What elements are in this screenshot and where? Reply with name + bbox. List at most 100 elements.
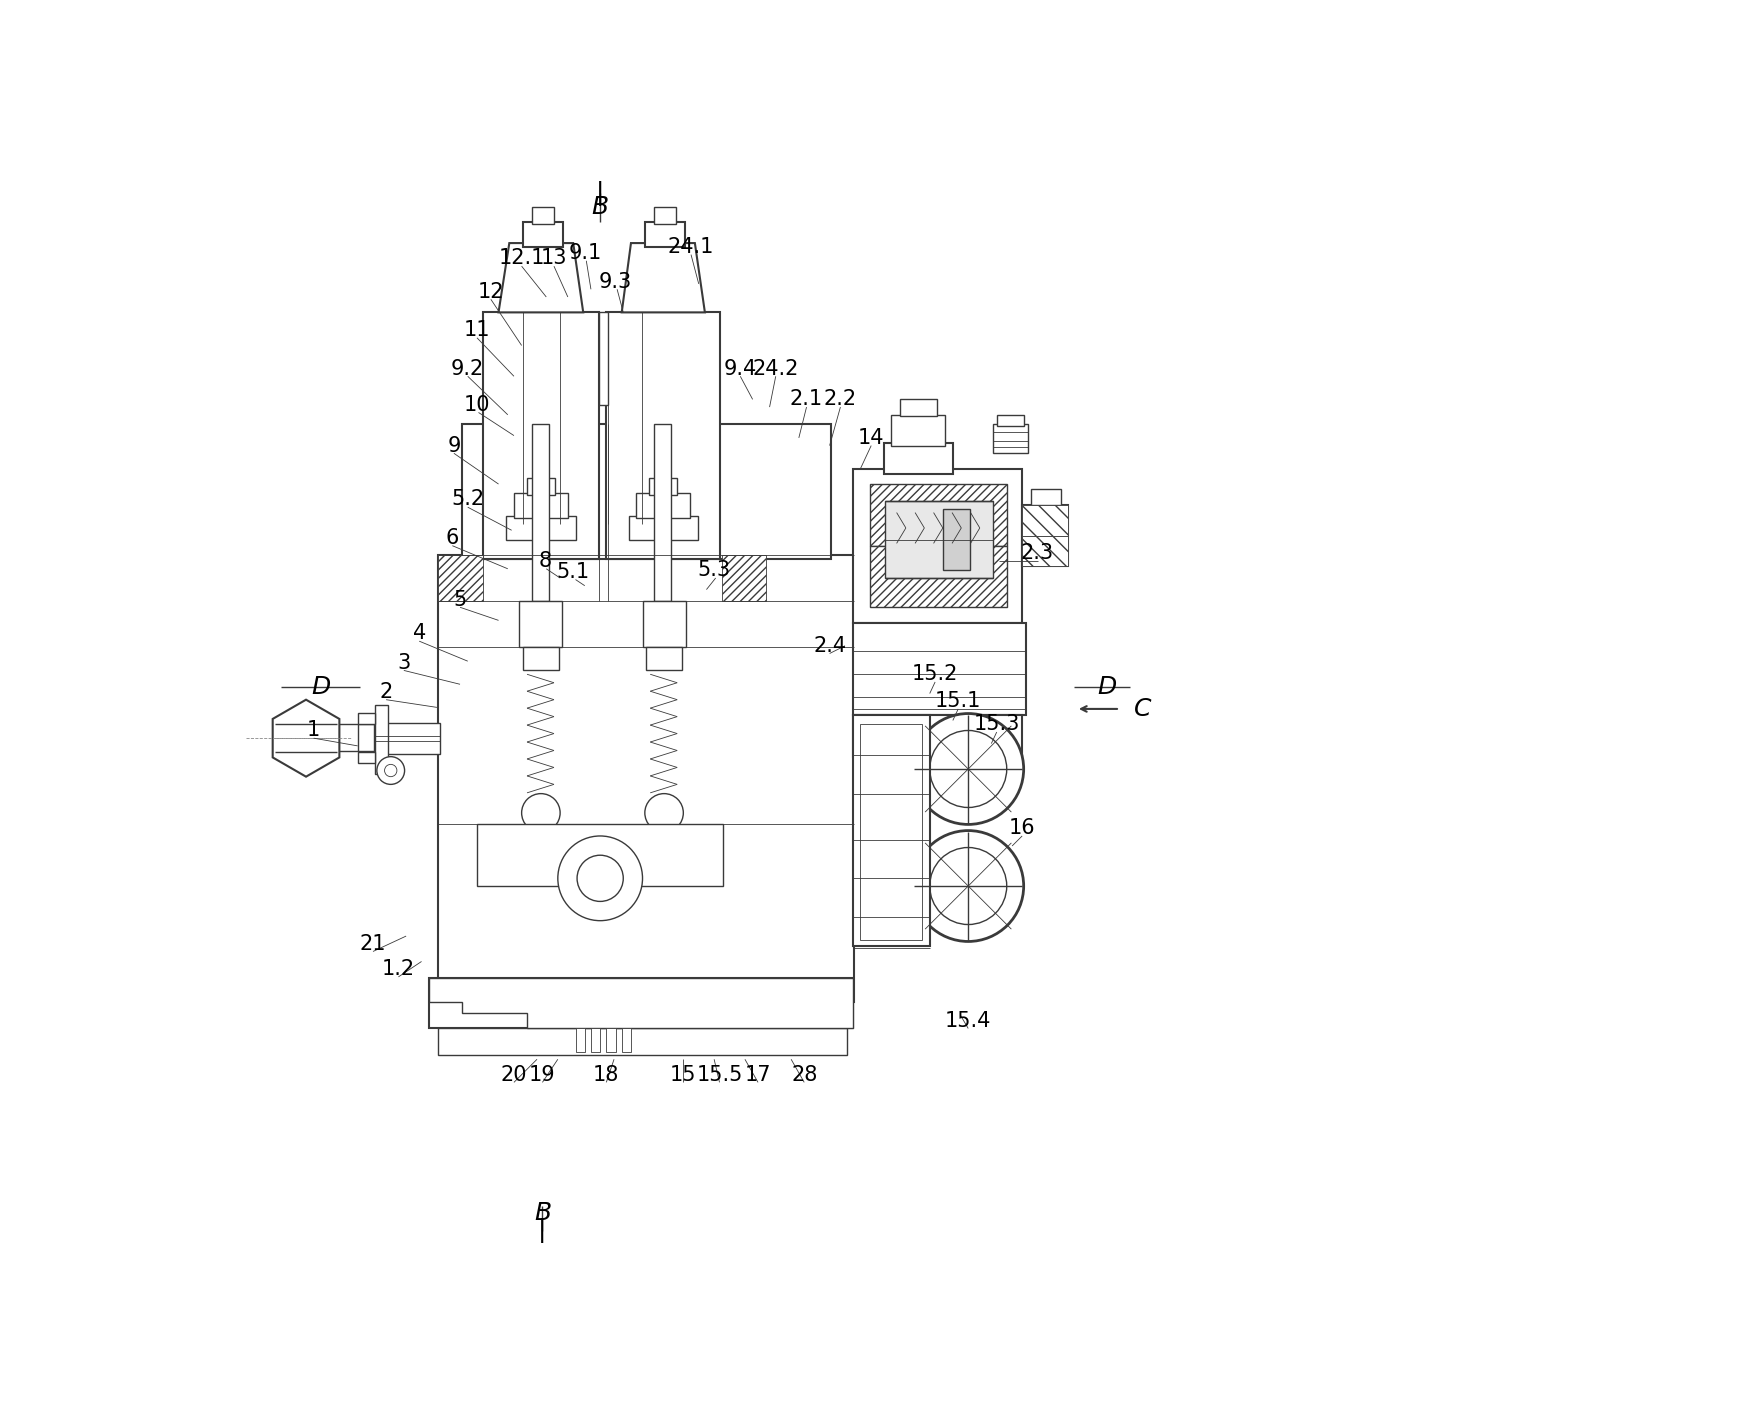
Bar — [439, 555, 855, 1001]
Text: 2: 2 — [379, 683, 393, 702]
Bar — [636, 493, 690, 518]
Text: |: | — [596, 180, 605, 205]
Text: 11: 11 — [463, 320, 489, 340]
Text: 5: 5 — [453, 589, 467, 609]
Text: 21: 21 — [360, 933, 386, 954]
Bar — [891, 415, 946, 446]
Bar — [853, 715, 930, 946]
Bar — [482, 313, 598, 559]
Circle shape — [930, 731, 1007, 807]
Text: B: B — [591, 195, 608, 219]
Bar — [871, 484, 1007, 545]
Text: 9: 9 — [447, 436, 460, 456]
Bar — [430, 978, 853, 1028]
Bar — [853, 623, 1026, 715]
Bar — [722, 555, 766, 602]
Bar — [358, 725, 374, 752]
Bar — [871, 545, 1007, 607]
Text: 16: 16 — [1009, 818, 1035, 838]
Text: 15.4: 15.4 — [946, 1011, 991, 1031]
Text: 2.2: 2.2 — [823, 389, 857, 409]
Text: 14: 14 — [858, 428, 884, 447]
Text: D: D — [1098, 675, 1117, 700]
Text: 28: 28 — [792, 1065, 818, 1085]
Text: 5.3: 5.3 — [697, 561, 731, 581]
Bar — [643, 602, 685, 647]
Bar — [650, 479, 676, 494]
Text: 24.1: 24.1 — [668, 236, 715, 256]
Polygon shape — [358, 752, 376, 763]
Text: 9.2: 9.2 — [451, 358, 484, 378]
Text: C: C — [1134, 697, 1152, 721]
Text: 19: 19 — [530, 1065, 556, 1085]
Polygon shape — [622, 244, 704, 313]
Bar — [526, 479, 554, 494]
Bar — [523, 647, 559, 670]
Bar — [993, 423, 1028, 453]
Bar — [1023, 506, 1068, 566]
Text: D: D — [311, 675, 330, 700]
Text: 1.2: 1.2 — [381, 959, 414, 980]
Bar — [533, 423, 549, 602]
Circle shape — [912, 714, 1024, 824]
Text: 24.2: 24.2 — [753, 358, 799, 378]
Bar — [334, 725, 439, 752]
Polygon shape — [358, 712, 376, 725]
Text: 10: 10 — [463, 395, 489, 415]
Text: 15.1: 15.1 — [935, 691, 981, 711]
Text: 1: 1 — [308, 721, 320, 741]
Text: 9.4: 9.4 — [724, 358, 757, 378]
Text: 12.1: 12.1 — [498, 248, 545, 269]
Bar — [853, 715, 1023, 758]
Bar — [869, 749, 1007, 773]
Bar — [654, 423, 671, 602]
Bar — [654, 207, 676, 224]
Bar — [591, 1028, 600, 1052]
Bar — [647, 647, 682, 670]
Text: 20: 20 — [500, 1065, 528, 1085]
Text: 5.1: 5.1 — [556, 562, 589, 582]
Text: 17: 17 — [745, 1065, 771, 1085]
Bar — [860, 725, 921, 940]
Bar — [900, 399, 937, 416]
Bar — [1031, 490, 1061, 506]
Text: 9.3: 9.3 — [600, 272, 633, 292]
Bar — [439, 555, 482, 602]
Circle shape — [385, 765, 397, 777]
Bar — [523, 222, 563, 246]
Text: |: | — [538, 1219, 547, 1243]
Bar — [1023, 506, 1068, 535]
Bar — [853, 469, 1023, 623]
Text: 4: 4 — [413, 623, 427, 643]
Bar — [477, 824, 724, 886]
Circle shape — [577, 855, 624, 902]
Circle shape — [558, 835, 643, 920]
Bar — [575, 1028, 586, 1052]
Bar — [514, 493, 568, 518]
Polygon shape — [430, 978, 853, 1028]
Text: 9.1: 9.1 — [568, 244, 601, 263]
Bar — [507, 517, 575, 539]
Bar — [607, 313, 720, 559]
Bar — [883, 443, 953, 474]
Bar — [533, 207, 554, 224]
Text: 15.3: 15.3 — [974, 714, 1019, 735]
Bar — [1023, 535, 1068, 566]
Text: 12: 12 — [477, 282, 503, 302]
Text: 5.2: 5.2 — [451, 490, 484, 510]
Text: 6: 6 — [446, 528, 460, 548]
Text: 3: 3 — [397, 653, 411, 673]
Text: 18: 18 — [593, 1065, 619, 1085]
Circle shape — [521, 793, 559, 833]
Polygon shape — [273, 700, 339, 777]
Text: 15.2: 15.2 — [912, 664, 958, 684]
Bar — [942, 508, 970, 571]
Bar — [622, 1028, 631, 1052]
Text: 2.4: 2.4 — [813, 636, 846, 656]
Circle shape — [930, 848, 1007, 925]
Text: 15: 15 — [669, 1065, 697, 1085]
Bar — [629, 517, 697, 539]
Bar — [519, 602, 563, 647]
Bar — [884, 501, 993, 578]
Bar — [461, 423, 830, 559]
